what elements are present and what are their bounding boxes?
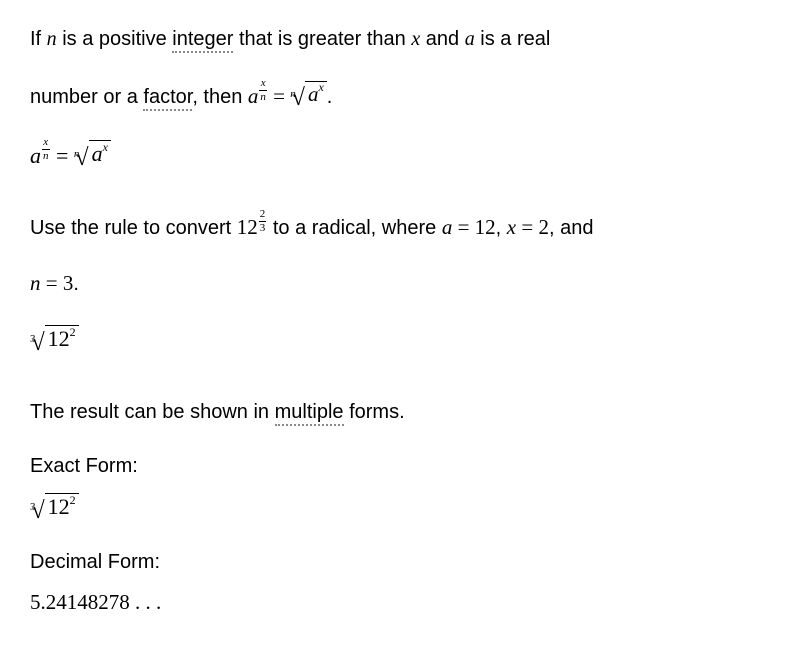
radical-sign-icon-4: √: [32, 498, 45, 524]
convert-line2: n = 3.: [30, 268, 770, 300]
intro-paragraph: If n is a positive integer that is great…: [30, 24, 770, 54]
convert-expr: 1223: [237, 215, 268, 239]
rule2-root-base: a: [92, 141, 103, 166]
line2-text-1: number or a: [30, 86, 143, 108]
intro-text-4: and: [420, 28, 464, 50]
eq-n-lhs: n: [30, 271, 41, 295]
eq-a-lhs: a: [442, 215, 453, 239]
decimal-form-value: 5.24148278 . . .: [30, 587, 770, 619]
convert-paragraph: Use the rule to convert 1223 to a radica…: [30, 212, 770, 244]
eq-a-eq: =: [452, 215, 474, 239]
rule2-frac-num: x: [42, 137, 50, 150]
eq-x-eq: =: [516, 215, 538, 239]
eq-n: n = 3: [30, 271, 73, 295]
exact-form-label: Exact Form:: [30, 451, 770, 481]
line2-text-2: , then: [192, 86, 248, 108]
and-text: , and: [549, 217, 593, 239]
result-radical-1: 3√122: [30, 323, 770, 359]
exact-root-base: 12: [48, 494, 70, 519]
rule-frac-den: n: [259, 91, 267, 103]
convert-text-1: Use the rule to convert: [30, 217, 237, 239]
var-x: x: [411, 28, 420, 50]
rule2-base: a: [30, 143, 41, 168]
rule-formula-standalone: axn = n√ax: [30, 138, 770, 174]
comma1: ,: [496, 217, 507, 239]
radical-sign-icon: √: [292, 85, 305, 111]
res1-root-base: 12: [48, 326, 70, 351]
radical-sign-icon-2: √: [75, 145, 88, 171]
intro-text-1: If: [30, 28, 47, 50]
rule-formula-inline: axn = n√ax: [248, 84, 327, 108]
exact-root-exp: 2: [70, 493, 76, 507]
rule-frac-num: x: [259, 78, 267, 91]
intro-text-3: that is greater than: [233, 28, 411, 50]
var-a: a: [465, 28, 475, 50]
eq-n-eq: =: [41, 271, 63, 295]
radical-sign-icon-3: √: [32, 330, 45, 356]
period: .: [327, 86, 333, 108]
period2: .: [73, 273, 79, 295]
intro-text-5: is a real: [475, 28, 551, 50]
decimal-form-label: Decimal Form:: [30, 547, 770, 577]
eq-x-lhs: x: [507, 215, 516, 239]
eq-x: x = 2: [507, 215, 549, 239]
underline-factor[interactable]: factor: [143, 86, 192, 111]
underline-multiple[interactable]: multiple: [275, 401, 344, 426]
rule-root-base: a: [308, 82, 319, 106]
intro-line2: number or a factor, then axn = n√ax.: [30, 78, 770, 114]
convert-frac-den: 3: [259, 222, 267, 234]
convert-frac-num: 2: [259, 209, 267, 222]
result-part1: The result can be shown in: [30, 401, 275, 423]
exact-form-value: 3√122: [30, 491, 770, 527]
rule2-frac-den: n: [42, 150, 50, 162]
eq-a-rhs: 12: [475, 215, 496, 239]
intro-text-2: is a positive: [57, 28, 173, 50]
res1-root-exp: 2: [70, 325, 76, 339]
eq-x-rhs: 2: [538, 215, 549, 239]
convert-text-2: to a radical, where: [267, 217, 442, 239]
result-text: The result can be shown in multiple form…: [30, 397, 770, 427]
rule2-root-exp: x: [103, 140, 108, 154]
rule-base: a: [248, 84, 259, 108]
var-n: n: [47, 28, 57, 50]
eq-a: a = 12: [442, 215, 496, 239]
underline-integer[interactable]: integer: [172, 28, 233, 53]
rule-root-exp: x: [318, 80, 323, 94]
eq-n-rhs: 3: [63, 271, 74, 295]
convert-base: 12: [237, 215, 258, 239]
result-part2: forms.: [344, 401, 405, 423]
